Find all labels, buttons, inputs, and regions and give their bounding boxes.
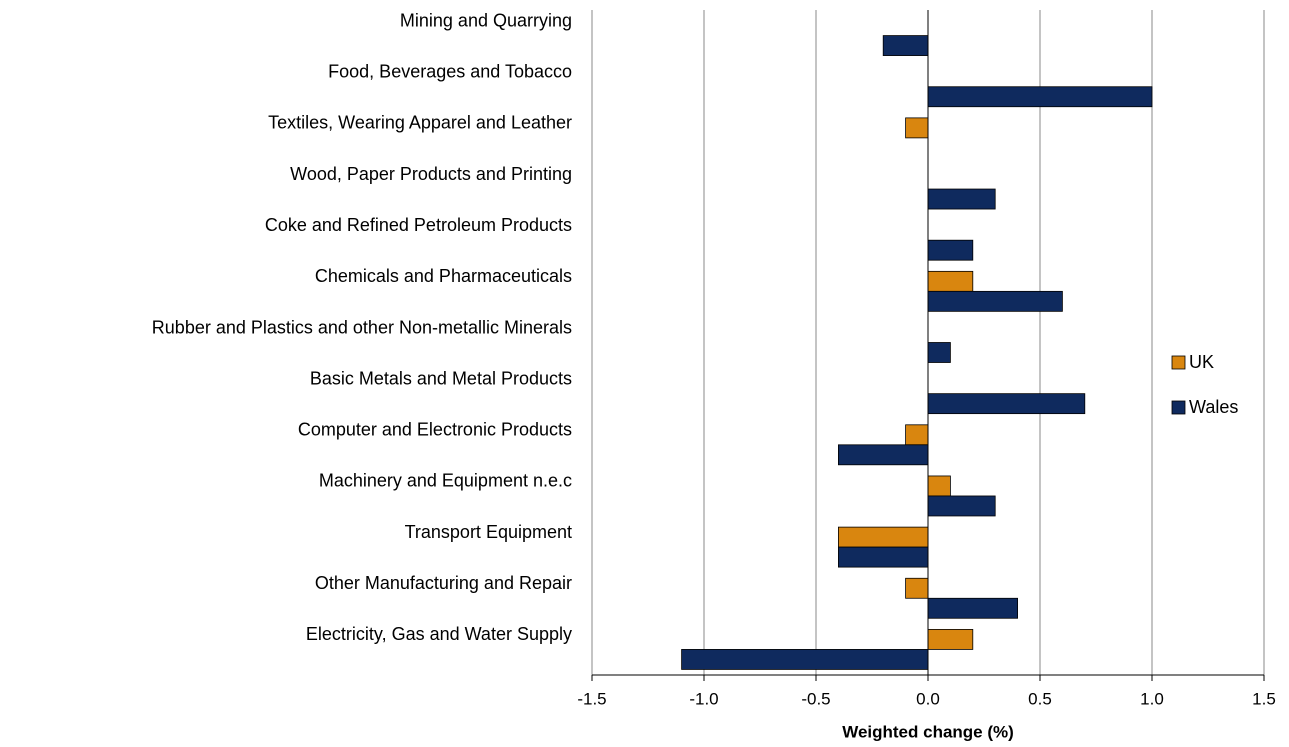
y-tick-label: Chemicals and Pharmaceuticals <box>315 266 572 286</box>
bar <box>838 546 929 568</box>
legend-label: UK <box>1189 352 1214 372</box>
y-tick-label: Basic Metals and Metal Products <box>310 368 572 388</box>
y-tick-label: Textiles, Wearing Apparel and Leather <box>268 113 572 133</box>
x-tick-label: -0.5 <box>801 689 830 708</box>
bar <box>882 35 929 56</box>
legend-swatch <box>1171 400 1186 415</box>
bar <box>927 188 996 210</box>
bar <box>927 475 951 497</box>
y-tick-label: Computer and Electronic Products <box>298 420 572 440</box>
bar <box>905 117 929 139</box>
y-tick-label: Electricity, Gas and Water Supply <box>306 624 572 644</box>
bar <box>927 86 1153 108</box>
y-tick-label: Rubber and Plastics and other Non-metall… <box>152 317 572 337</box>
y-tick-label: Machinery and Equipment n.e.c <box>319 471 572 491</box>
bar <box>905 577 929 599</box>
y-tick-label: Wood, Paper Products and Printing <box>290 164 572 184</box>
bar <box>681 649 929 670</box>
x-axis-title: Weighted change (%) <box>842 722 1014 741</box>
x-tick-label: 0.5 <box>1028 689 1052 708</box>
bar <box>927 342 951 363</box>
bar <box>927 393 1086 415</box>
x-tick-label: 1.0 <box>1140 689 1164 708</box>
bar <box>927 290 1063 312</box>
x-tick-label: 0.0 <box>916 689 940 708</box>
x-tick-label: -1.0 <box>689 689 718 708</box>
y-tick-label: Other Manufacturing and Repair <box>315 573 572 593</box>
x-tick-label: 1.5 <box>1252 689 1276 708</box>
legend-label: Wales <box>1189 397 1238 417</box>
bar <box>905 424 929 446</box>
bar <box>838 526 929 548</box>
y-tick-label: Food, Beverages and Tobacco <box>328 61 572 81</box>
y-tick-label: Transport Equipment <box>405 522 572 542</box>
bar <box>927 239 974 261</box>
x-tick-label: -1.5 <box>577 689 606 708</box>
y-tick-label: Coke and Refined Petroleum Products <box>265 215 572 235</box>
bar <box>927 495 996 517</box>
legend-swatch <box>1171 355 1186 370</box>
bar <box>927 270 974 292</box>
bar <box>927 597 1018 619</box>
bar <box>927 629 974 650</box>
bar <box>838 444 929 466</box>
y-tick-label: Mining and Quarrying <box>400 10 572 30</box>
